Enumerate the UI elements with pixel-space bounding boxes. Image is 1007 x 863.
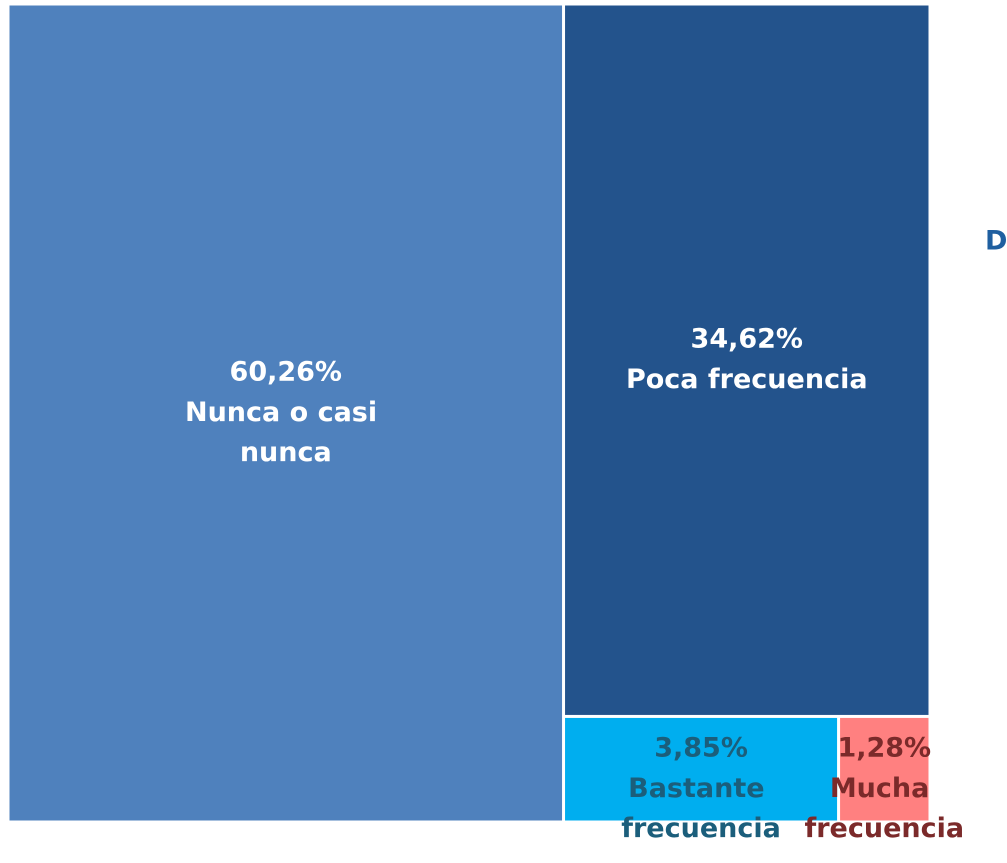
- value-label: 34,62%: [691, 324, 803, 355]
- category-label: Poca frecuencia: [626, 364, 868, 395]
- annotation: D: [985, 226, 1007, 257]
- tile: [565, 5, 929, 715]
- value-label: 1,28%: [837, 733, 931, 764]
- category-label: Mucha frecuencia: [804, 773, 964, 844]
- tile: [9, 5, 563, 821]
- value-label: 60,26%: [230, 357, 342, 388]
- value-label: 3,85%: [654, 733, 748, 764]
- tile: [840, 717, 929, 821]
- category-label: Bastante frecuencia: [621, 773, 781, 844]
- category-label: Nunca o casi nunca: [185, 397, 387, 468]
- tile: [565, 717, 838, 821]
